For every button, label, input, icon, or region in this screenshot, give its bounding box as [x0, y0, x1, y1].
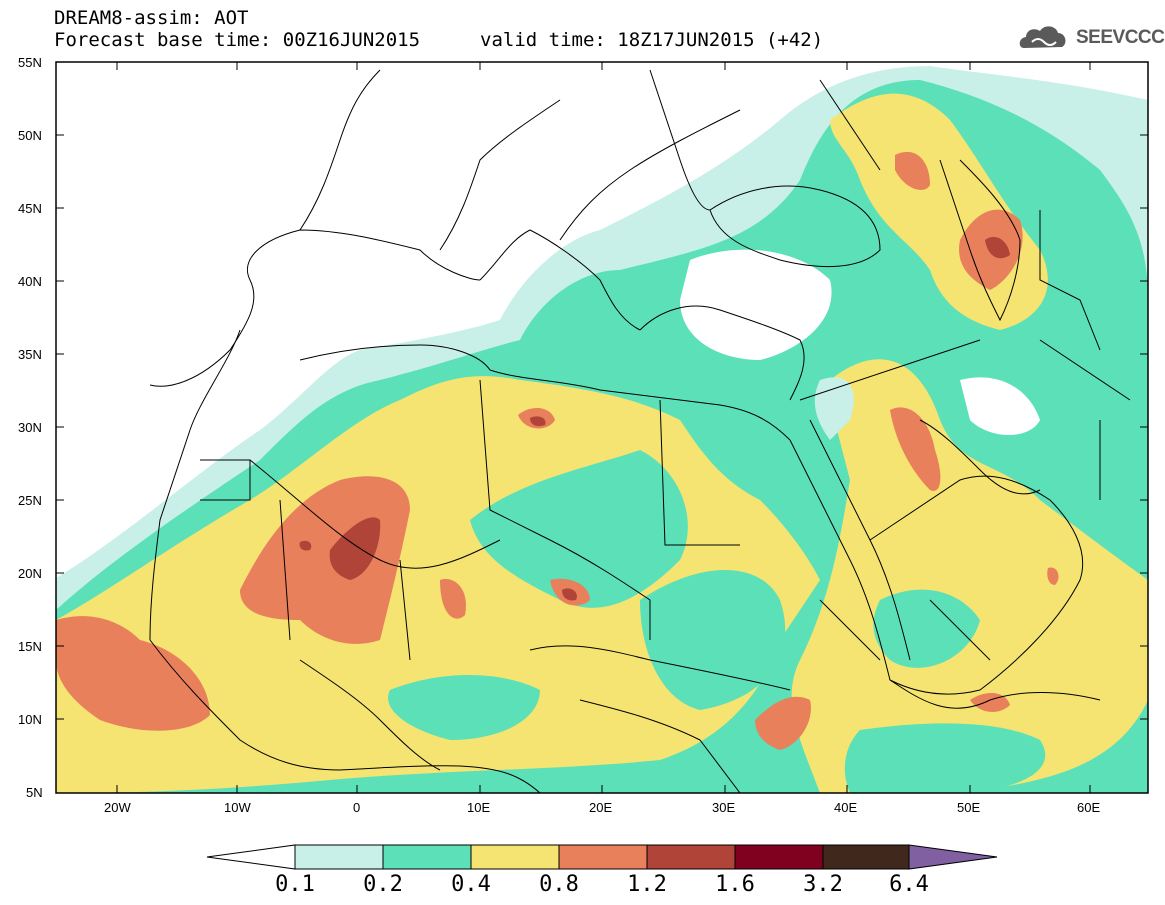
lat-label: 20N — [18, 566, 42, 581]
lat-label: 5N — [26, 785, 43, 800]
colorbar-swatch-5 — [734, 844, 824, 870]
lon-label: 60E — [1077, 800, 1101, 815]
lat-label: 15N — [18, 639, 42, 654]
colorbar-swatch-0 — [294, 844, 384, 870]
colorbar-low-arrow — [206, 844, 296, 870]
colorbar-swatch-4 — [646, 844, 736, 870]
colorbar-swatch-2 — [470, 844, 560, 870]
colorbar — [206, 844, 998, 870]
colorbar-label: 0.4 — [451, 872, 491, 897]
lat-label: 10N — [18, 712, 42, 727]
lon-label: 10W — [224, 800, 251, 815]
colorbar-label: 0.2 — [363, 872, 403, 897]
valid-time: valid time: 18Z17JUN2015 (+42) — [480, 29, 824, 51]
colorbar-label: 1.6 — [715, 872, 755, 897]
colorbar-label: 3.2 — [803, 872, 843, 897]
colorbar-label: 1.2 — [627, 872, 667, 897]
lon-label: 20E — [589, 800, 613, 815]
lat-label: 50N — [18, 128, 42, 143]
logo-text: SEEVCCC — [1076, 27, 1165, 48]
lat-label: 30N — [18, 420, 42, 435]
lon-label: 20W — [104, 800, 131, 815]
colorbar-swatch-6 — [822, 844, 910, 870]
lat-label: 55N — [18, 55, 42, 70]
lon-label: 40E — [834, 800, 858, 815]
lat-label: 45N — [18, 201, 42, 216]
colorbar-label: 0.8 — [539, 872, 579, 897]
lon-label: 50E — [957, 800, 981, 815]
lon-label: 10E — [467, 800, 491, 815]
colorbar-swatch-3 — [558, 844, 648, 870]
map-title: DREAM8-assim: AOT — [54, 7, 249, 29]
aot-field — [56, 66, 1148, 793]
colorbar-swatch-1 — [382, 844, 472, 870]
coastlines — [149, 69, 1131, 793]
lon-label: 30E — [712, 800, 736, 815]
aot-band-1.2 — [329, 517, 381, 580]
lat-label: 35N — [18, 347, 42, 362]
aot-band-0.8 — [56, 616, 210, 731]
axis-ticks — [56, 61, 1148, 793]
forecast-base-time: Forecast base time: 00Z16JUN2015 — [54, 29, 421, 51]
lon-label: 0 — [353, 800, 361, 815]
colorbar-label: 6.4 — [889, 872, 929, 897]
colorbar-label: 0.1 — [275, 872, 315, 897]
cloud-icon — [1019, 26, 1066, 48]
colorbar-high-arrow — [908, 844, 998, 870]
lat-label: 25N — [18, 493, 42, 508]
lat-label: 40N — [18, 274, 42, 289]
